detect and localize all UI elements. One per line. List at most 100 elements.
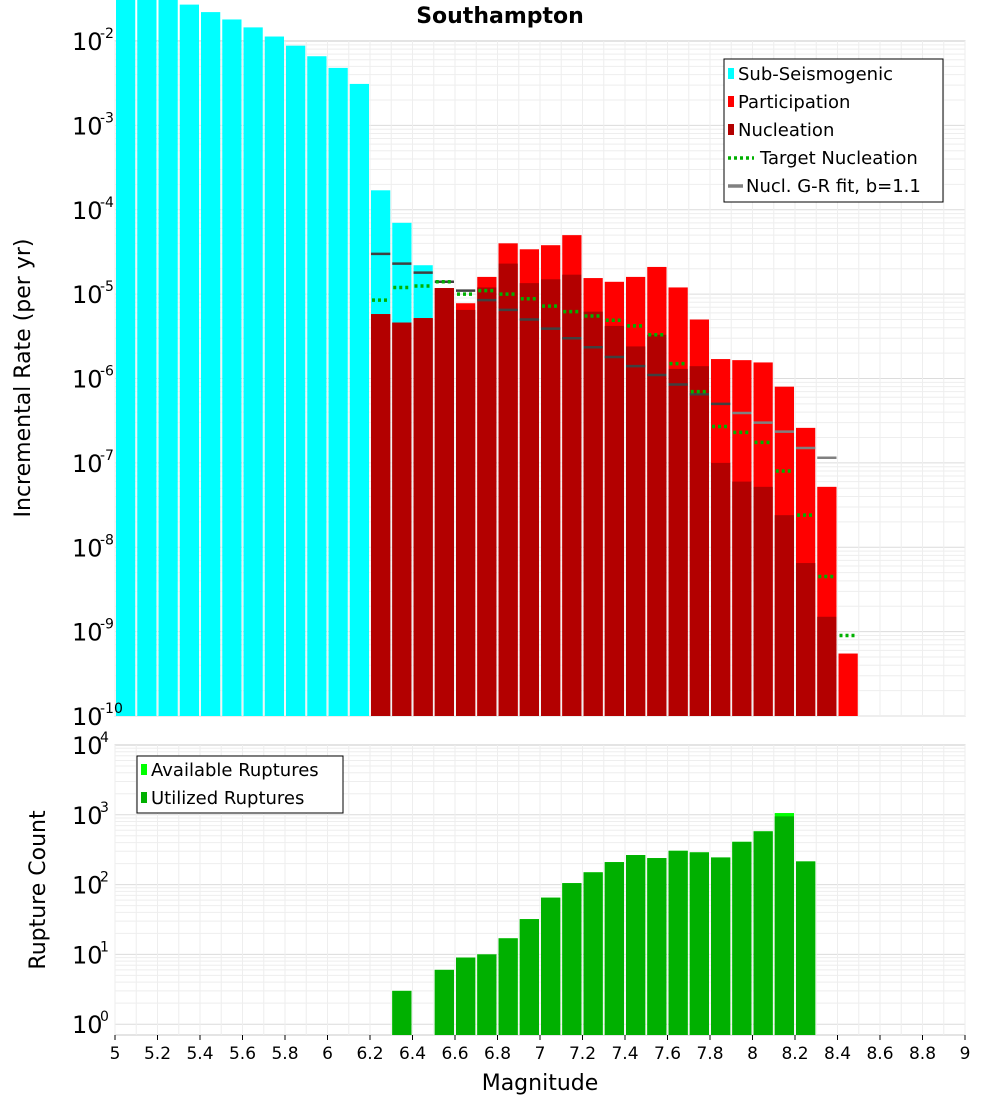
x-tick-label: 5 <box>110 1044 121 1064</box>
utilized-ruptures-bar <box>434 969 454 1035</box>
utilized-ruptures-bar <box>774 816 794 1035</box>
sub-seismogenic-bar <box>243 27 263 716</box>
nucleation-bar <box>562 274 582 716</box>
legend-label-sub-seismogenic: Sub-Seismogenic <box>738 64 893 85</box>
rate-y-tick-base: 10 <box>72 197 103 225</box>
utilized-ruptures-bar <box>519 919 539 1035</box>
utilized-ruptures-bar <box>477 954 497 1035</box>
count-y-tick-base: 10 <box>72 732 103 760</box>
rate-y-tick-exponent: -6 <box>100 364 114 380</box>
x-tick-label: 6.6 <box>441 1044 468 1064</box>
nucleation-bar <box>541 279 561 716</box>
rate-y-tick-exponent: -5 <box>100 279 114 295</box>
utilized-ruptures-bar <box>604 862 624 1035</box>
utilized-ruptures-bar <box>647 858 667 1035</box>
x-tick-label: 8.8 <box>909 1044 936 1064</box>
nucleation-bar <box>647 334 667 716</box>
rate-legend: Sub-Seismogenic Participation Nucleation… <box>723 58 944 203</box>
x-tick-label: 8.4 <box>824 1044 851 1064</box>
nucleation-bar <box>732 481 752 716</box>
rate-y-tick-exponent: -4 <box>100 195 114 211</box>
count-y-tick-exponent: 1 <box>100 939 109 955</box>
count-y-tick-base: 10 <box>72 802 103 830</box>
sub-seismogenic-bar <box>349 83 369 716</box>
utilized-ruptures-bar <box>732 841 752 1035</box>
utilized-ruptures-bar <box>456 957 476 1035</box>
sub-seismogenic-bar <box>158 0 178 717</box>
rate-y-tick-base: 10 <box>72 366 103 394</box>
rate-y-tick-exponent: -8 <box>100 532 114 548</box>
participation-bar <box>838 653 858 716</box>
legend-label-participation: Participation <box>738 92 850 113</box>
nucleation-bar <box>796 563 816 716</box>
chart-title: Southampton <box>416 4 584 29</box>
rate-lines <box>371 252 857 638</box>
count-legend-box <box>136 755 344 814</box>
rate-y-tick-exponent: -2 <box>100 26 114 42</box>
count-y-tick-exponent: 3 <box>100 800 109 816</box>
nucleation-bar <box>456 309 476 716</box>
legend-label-nucleation: Nucleation <box>738 120 834 141</box>
utilized-ruptures-bar <box>711 857 731 1035</box>
rate-y-tick-exponent: -9 <box>100 617 114 633</box>
nucleation-bar <box>753 486 773 716</box>
nucleation-bar <box>689 366 709 716</box>
count-y-tick-base: 10 <box>72 941 103 969</box>
nucleation-bar <box>711 462 731 716</box>
utilized-ruptures-bar <box>796 861 816 1035</box>
x-tick-label: 8.2 <box>781 1044 808 1064</box>
nucleation-bar <box>817 616 837 716</box>
nucleation-bar <box>392 322 412 716</box>
utilized-ruptures-bar <box>626 855 646 1035</box>
rate-y-tick-base: 10 <box>72 619 103 647</box>
sub-seismogenic-bar <box>201 12 221 716</box>
legend-swatch-sub-seismogenic <box>728 68 734 79</box>
rate-y-tick-base: 10 <box>72 28 103 56</box>
x-tick-label: 7 <box>535 1044 546 1064</box>
rate-y-tick-base: 10 <box>72 281 103 309</box>
sub-seismogenic-bar <box>179 4 199 716</box>
sub-seismogenic-bar <box>222 19 242 717</box>
x-tick-label: 7.6 <box>654 1044 681 1064</box>
legend-label-gr-fit: Nucl. G-R fit, b=1.1 <box>746 176 921 197</box>
nucleation-bar <box>498 263 518 716</box>
x-tick-label: 6.2 <box>356 1044 383 1064</box>
legend-label-utilized: Utilized Ruptures <box>151 788 304 809</box>
sub-seismogenic-bar <box>307 56 327 717</box>
count-y-tick-exponent: 2 <box>100 870 109 886</box>
legend-swatch-participation <box>728 96 734 107</box>
nucleation-bar <box>668 368 688 716</box>
nucleation-bar <box>774 515 794 716</box>
x-tick-label: 7.4 <box>611 1044 638 1064</box>
count-x-ticks: 5 5.2 5.4 5.6 5.8 6 6.2 6.4 6.6 6.8 7 7.2 7.4 7.6 7.8 8… <box>110 1035 970 1064</box>
x-axis-label: Magnitude <box>482 1071 599 1096</box>
utilized-ruptures-bar <box>498 938 518 1035</box>
count-y-tick-base: 10 <box>72 872 103 900</box>
x-tick-label: 5.6 <box>229 1044 256 1064</box>
legend-label-available: Available Ruptures <box>151 760 319 781</box>
rate-y-tick-exponent: -3 <box>100 110 114 126</box>
x-tick-label: 8.6 <box>866 1044 893 1064</box>
nucleation-bar <box>371 314 391 716</box>
nucleation-bar <box>413 318 433 716</box>
utilized-ruptures-bar <box>392 990 412 1035</box>
legend-swatch-available <box>141 764 147 775</box>
x-tick-label: 5.4 <box>186 1044 213 1064</box>
sub-seismogenic-bar <box>116 0 136 716</box>
nucleation-bar <box>434 288 454 716</box>
nucleation-bar <box>477 287 497 716</box>
rate-y-axis-label: Incremental Rate (per yr) <box>11 239 36 518</box>
legend-label-target-nucleation: Target Nucleation <box>759 148 918 169</box>
utilized-ruptures-bar <box>668 850 688 1035</box>
sub-seismogenic-bar <box>286 45 306 717</box>
rate-y-tick-base: 10 <box>72 534 103 562</box>
legend-swatch-utilized <box>141 792 147 803</box>
x-tick-label: 6.8 <box>484 1044 511 1064</box>
rate-y-tick-exponent: -10 <box>100 701 123 717</box>
count-legend: Available Ruptures Utilized Ruptures <box>136 755 344 814</box>
